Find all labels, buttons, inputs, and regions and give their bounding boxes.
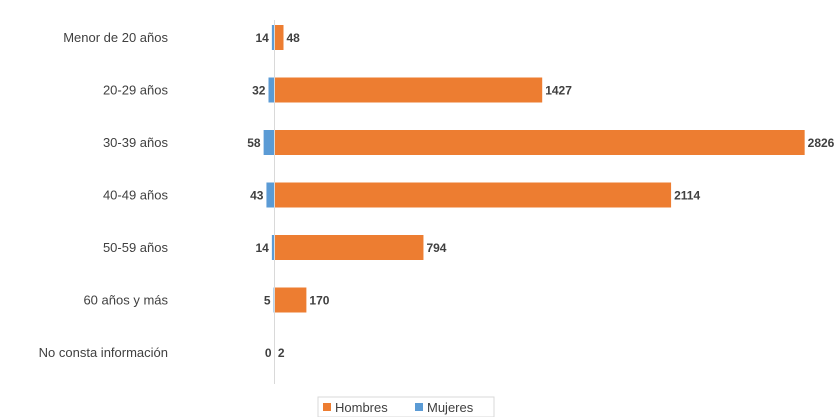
- value-label-mujeres-menor-de-20-anos: 14: [256, 31, 270, 45]
- legend-frame: [317, 396, 495, 417]
- value-label-hombres-60-anos-y-mas: 170: [309, 294, 329, 308]
- bar-hombres-20-29-anos: [274, 77, 543, 103]
- legend-label-hombres: Hombres: [335, 400, 388, 415]
- value-label-hombres-20-29-anos: 1427: [545, 84, 572, 98]
- bar-mujeres-30-39-anos: [263, 130, 275, 155]
- category-label-20-29-anos: 20-29 años: [103, 83, 169, 98]
- value-label-hombres-no-consta-informacion: 2: [278, 346, 285, 360]
- legend-swatch-hombres: [323, 403, 331, 411]
- value-label-mujeres-50-59-anos: 14: [256, 241, 270, 255]
- value-labels: 48 14 1427 32 2826 58 2114 43 794 14 170 5 20: [247, 31, 834, 360]
- value-label-hombres-menor-de-20-anos: 48: [287, 31, 301, 45]
- value-label-hombres-30-39-anos: 2826: [808, 136, 834, 150]
- category-label-no-consta-informacion: No consta información: [39, 345, 168, 360]
- category-label-50-59-anos: 50-59 años: [103, 240, 169, 255]
- bar-mujeres-20-29-anos: [268, 77, 275, 103]
- bar-mujeres-50-59-anos: [271, 235, 275, 260]
- value-label-mujeres-30-39-anos: 58: [247, 136, 261, 150]
- bar-mujeres-menor-de-20-anos: [271, 25, 275, 50]
- value-label-mujeres-40-49-anos: 43: [250, 189, 264, 203]
- bar-hombres-40-49-anos: [274, 182, 672, 208]
- bar-hombres-60-anos-y-mas: [274, 287, 307, 313]
- value-label-mujeres-no-consta-informacion: 0: [265, 346, 272, 360]
- value-label-mujeres-20-29-anos: 32: [252, 84, 266, 98]
- bar-hombres-menor-de-20-anos: [274, 25, 284, 50]
- category-label-menor-de-20-anos: Menor de 20 años: [63, 30, 168, 45]
- value-label-mujeres-60-anos-y-mas: 5: [264, 294, 271, 308]
- category-labels: Menor de 20 años 20-29 años 30-39 años 40-4…: [39, 30, 169, 360]
- value-label-hombres-40-49-anos: 2114: [674, 189, 700, 203]
- value-label-hombres-50-59-anos: 794: [426, 241, 446, 255]
- category-label-60-anos-y-mas: 60 años y más: [83, 293, 168, 308]
- category-label-30-39-anos: 30-39 años: [103, 135, 169, 150]
- legend: Hombres Mujeres: [317, 396, 495, 417]
- bar-hombres-50-59-anos: [274, 235, 424, 260]
- bars: [263, 25, 805, 365]
- bar-hombres-30-39-anos: [274, 130, 805, 155]
- legend-swatch-mujeres: [415, 403, 423, 411]
- legend-label-mujeres: Mujeres: [427, 400, 474, 415]
- category-label-40-49-anos: 40-49 años: [103, 188, 169, 203]
- bar-mujeres-40-49-anos: [266, 182, 275, 208]
